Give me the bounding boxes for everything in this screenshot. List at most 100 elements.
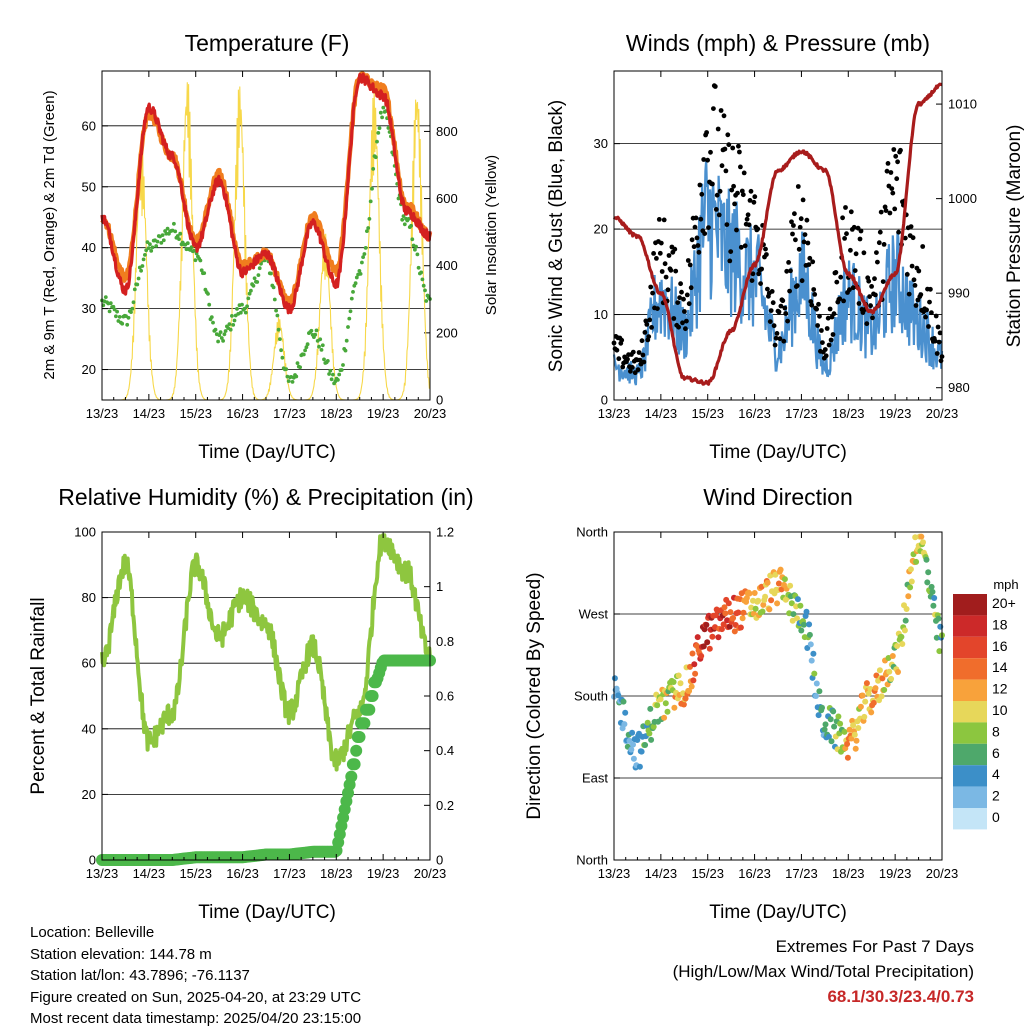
dewpoint-point (318, 337, 323, 342)
direction-point (813, 693, 819, 699)
gust-point (909, 263, 915, 269)
dewpoint-point (402, 222, 407, 227)
dewpoint-point (269, 271, 273, 276)
gust-point (630, 349, 636, 355)
dewpoint-point (376, 131, 381, 135)
pressure-y2tick-label: 1010 (948, 97, 977, 112)
gust-point (688, 285, 694, 291)
gust-point (853, 251, 859, 257)
direction-point (806, 631, 813, 638)
gust-point (858, 228, 864, 234)
direction-point (671, 704, 678, 711)
dewpoint-point (245, 304, 250, 309)
dewpoint-point (154, 244, 159, 248)
gust-point (773, 335, 779, 341)
direction-point (775, 580, 782, 587)
gust-point (732, 201, 737, 207)
gust-point (883, 208, 889, 214)
gust-point (749, 278, 755, 283)
gust-point (783, 311, 789, 316)
gust-point (786, 260, 791, 265)
gust-point (770, 300, 776, 306)
dewpoint-point (380, 115, 384, 120)
dewpoint-point (337, 372, 342, 377)
direction-point (886, 668, 893, 675)
gust-point (721, 113, 727, 119)
gust-point (867, 294, 872, 299)
direction-point (811, 670, 818, 677)
wind-xtick-label: 19/23 (879, 406, 912, 421)
direction-point (760, 601, 767, 608)
gust-point (689, 237, 695, 243)
dewpoint-point (378, 110, 383, 115)
direction-point (777, 566, 784, 573)
dewpoint-point (173, 229, 178, 234)
gust-point (797, 224, 803, 230)
gust-point (672, 246, 678, 252)
direction-point (730, 615, 737, 621)
temp-xtick-label: 19/23 (367, 406, 400, 421)
gust-point (746, 222, 752, 228)
direction-point (615, 692, 622, 699)
direction-left-axis-label: Direction (Colored By Speed) (524, 572, 545, 819)
gust-point (932, 338, 938, 344)
gust-point (804, 217, 810, 223)
gust-point (908, 224, 914, 230)
gust-point (644, 322, 650, 327)
gust-point (740, 192, 746, 198)
direction-point (715, 634, 722, 641)
dewpoint-point (314, 328, 319, 333)
direction-point (661, 714, 668, 721)
gust-point (781, 338, 787, 344)
dewpoint-point (325, 359, 330, 363)
legend-label: 4 (992, 766, 1000, 782)
gust-point (789, 219, 794, 225)
legend-label: 18 (992, 616, 1008, 632)
gust-point (755, 226, 761, 232)
rh-ytick-label: 60 (82, 656, 96, 671)
direction-point (806, 621, 813, 628)
dewpoint-point (126, 315, 131, 320)
direction-point (870, 699, 877, 706)
gust-point (826, 342, 832, 348)
dewpoint-point (207, 302, 212, 307)
gust-point (632, 370, 638, 376)
gust-point (687, 262, 693, 268)
recent-timestamp: Most recent data timestamp: 2025/04/20 2… (30, 1010, 362, 1027)
dewpoint-point (421, 283, 426, 288)
rh-xtick-label: 18/23 (320, 866, 353, 881)
extremes-subtitle: (High/Low/Max Wind/Total Precipitation) (672, 962, 974, 981)
gust-point (692, 224, 698, 230)
dir-xtick-label: 14/23 (645, 866, 678, 881)
dewpoint-point (317, 344, 321, 349)
temperature-right-axis-label: Solar Insolation (Yellow) (483, 155, 500, 315)
gust-point (647, 317, 653, 323)
dewpoint-point (251, 283, 256, 288)
gust-point (811, 287, 817, 292)
dewpoint-point (313, 332, 318, 337)
direction-point (622, 709, 629, 716)
gust-point (872, 276, 877, 282)
gust-point (816, 301, 821, 307)
gust-point (877, 229, 883, 235)
gust-point (619, 337, 625, 343)
wind-ytick-label: 30 (594, 136, 608, 151)
dewpoint-point (131, 300, 136, 305)
gust-point (730, 145, 736, 151)
gust-point (824, 326, 830, 331)
dewpoint-point (357, 269, 362, 273)
direction-point (873, 672, 880, 679)
direction-point (862, 698, 869, 705)
dewpoint-point (349, 296, 354, 301)
dewpoint-point (148, 242, 152, 247)
direction-point (889, 653, 896, 659)
legend-label: 16 (992, 638, 1008, 654)
dewpoint-point (336, 378, 340, 382)
gust-point (929, 310, 934, 316)
dewpoint-point (141, 257, 146, 262)
gust-point (724, 222, 730, 228)
gust-point (679, 289, 684, 295)
dewpoint-point (149, 249, 154, 253)
gust-point (887, 210, 893, 216)
direction-point (781, 576, 788, 583)
